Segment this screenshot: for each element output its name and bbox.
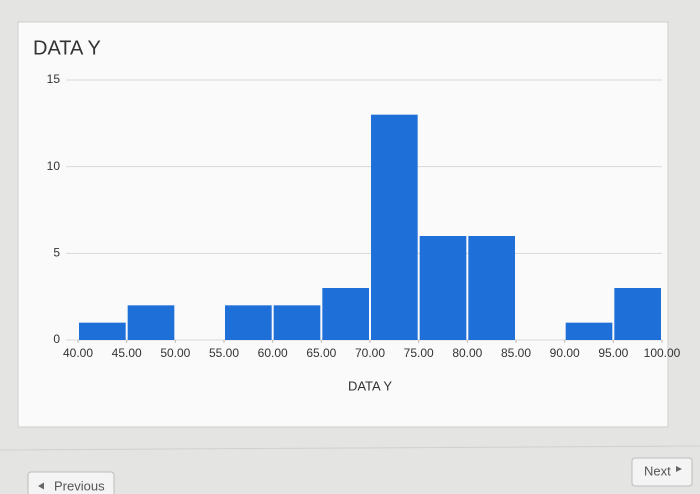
- chart-title: DATA Y: [33, 37, 101, 59]
- y-tick-label: 10: [47, 159, 61, 173]
- x-tick-label: 85.00: [501, 346, 531, 360]
- previous-arrow: [38, 482, 44, 490]
- x-tick-label: 80.00: [452, 346, 482, 360]
- next-label[interactable]: Next: [644, 463, 671, 478]
- x-tick-label: 90.00: [550, 346, 580, 360]
- x-tick-label: 45.00: [112, 346, 142, 360]
- x-tick-label: 95.00: [598, 346, 628, 360]
- y-tick-label: 15: [47, 72, 61, 86]
- bar: [371, 114, 418, 341]
- x-tick-label: 100.00: [644, 346, 681, 360]
- next-button-box[interactable]: [631, 457, 693, 487]
- y-tick-label: 0: [53, 332, 60, 346]
- bar: [225, 305, 272, 340]
- previous-button-box[interactable]: [27, 471, 115, 494]
- x-tick-label: 60.00: [258, 346, 288, 360]
- previous-button[interactable]: Previous: [27, 471, 115, 494]
- x-tick-label: 65.00: [306, 346, 336, 360]
- x-tick-label: 55.00: [209, 346, 239, 360]
- bar: [79, 322, 126, 340]
- bar: [127, 305, 175, 340]
- x-axis-label: DATA Y: [348, 378, 392, 393]
- x-tick-label: 75.00: [404, 346, 434, 360]
- bar: [614, 288, 661, 340]
- x-tick-label: 40.00: [63, 346, 93, 360]
- y-tick-label: 5: [53, 246, 60, 260]
- divider: [0, 445, 700, 451]
- x-tick-label: 50.00: [160, 346, 190, 360]
- bar: [322, 288, 369, 340]
- bar: [419, 236, 467, 340]
- previous-label[interactable]: Previous: [54, 478, 105, 493]
- next-arrow: [676, 466, 682, 472]
- bar: [273, 305, 321, 340]
- bar: [565, 322, 613, 340]
- x-tick-label: 70.00: [355, 346, 385, 360]
- chart-card: [17, 21, 669, 428]
- next-button[interactable]: Next: [631, 457, 693, 487]
- bar: [468, 236, 515, 340]
